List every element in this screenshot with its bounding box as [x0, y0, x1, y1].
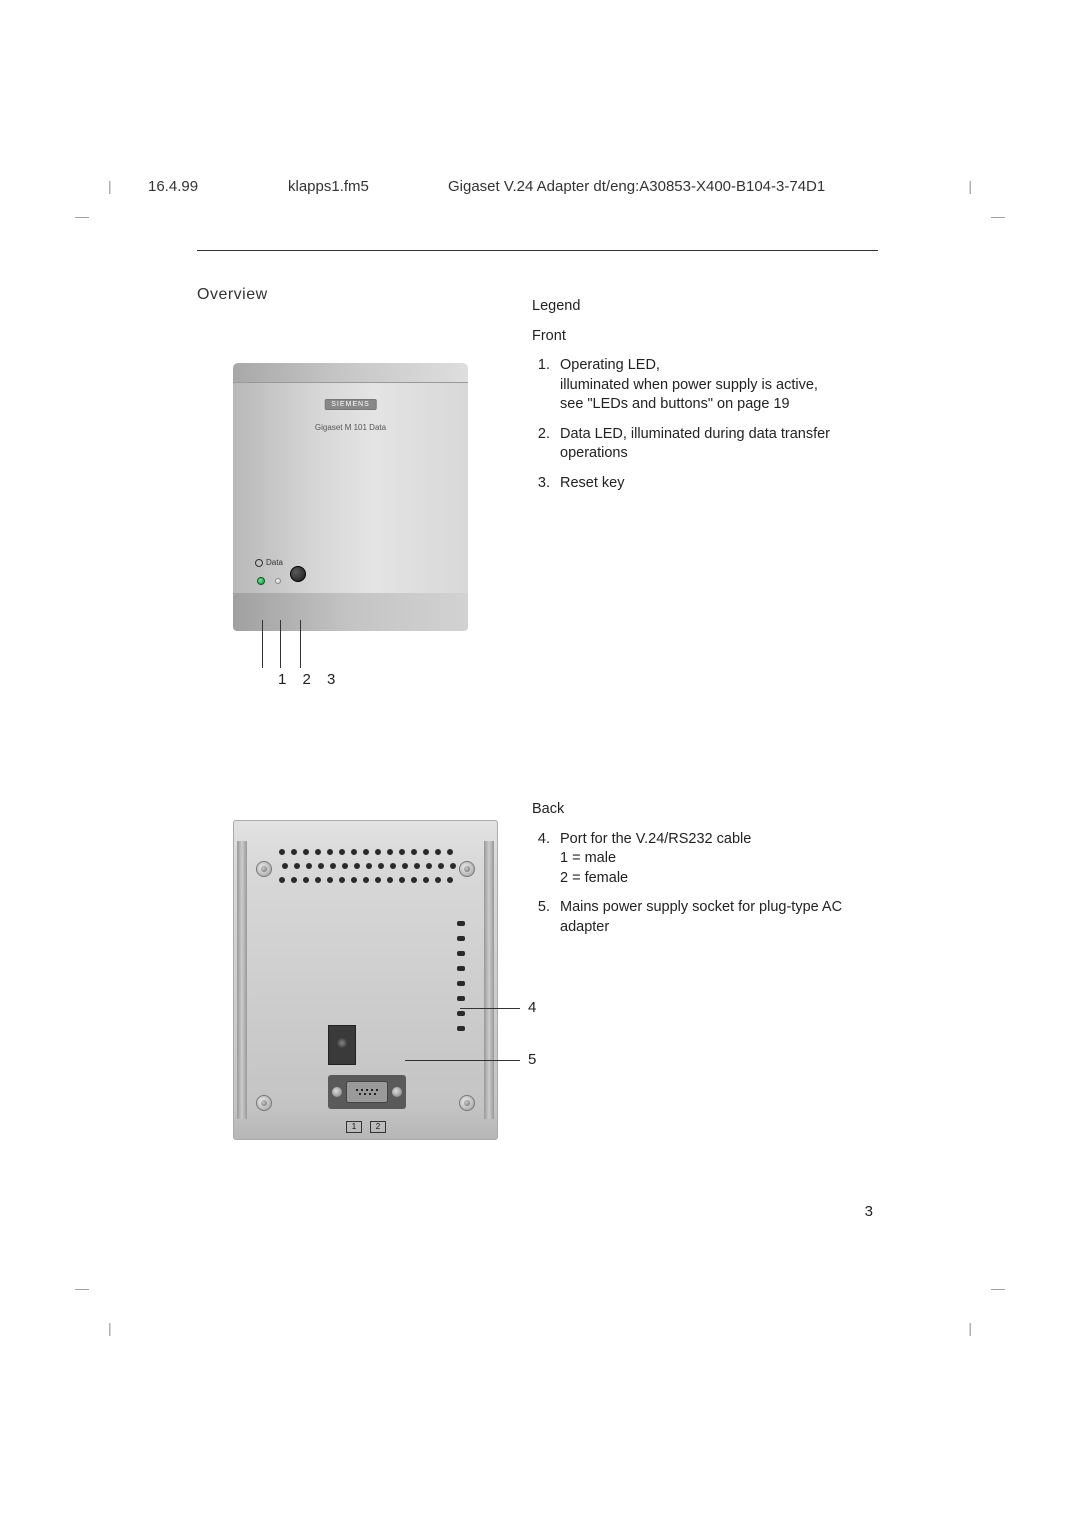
operating-led-icon: [257, 577, 265, 585]
header-date: 16.4.99: [148, 178, 288, 195]
back-list: 4. Port for the V.24/RS232 cable 1 = mal…: [532, 830, 878, 938]
crop-mark-bl: —: [75, 1280, 89, 1296]
back-legend-column: Back 4. Port for the V.24/RS232 cable 1 …: [532, 800, 878, 947]
crop-mark-br: —: [991, 1280, 1005, 1296]
page-header: 16.4.99 klapps1.fm5 Gigaset V.24 Adapter…: [148, 178, 932, 195]
crop-mark-tr: |: [968, 178, 972, 194]
siemens-badge: SIEMENS: [324, 399, 377, 410]
screw-icon: [459, 1095, 475, 1111]
callout-num-5: 5: [528, 1051, 536, 1068]
device-back-illustration: 1 2: [233, 820, 498, 1140]
back-item-4: 4. Port for the V.24/RS232 cable 1 = mal…: [532, 830, 878, 889]
front-item-2: 2. Data LED, illuminated during data tra…: [532, 425, 878, 464]
model-text: Gigaset M 101 Data: [233, 423, 468, 432]
db9-port-icon: [328, 1075, 406, 1109]
crop-mark-bl2: |: [108, 1320, 112, 1336]
screw-icon: [256, 1095, 272, 1111]
callout-line-4: [460, 1008, 520, 1009]
header-rule: [197, 250, 878, 251]
crop-mark-tl: |: [108, 178, 112, 194]
data-led-label: Data: [255, 558, 283, 567]
back-item-5-text: Mains power supply socket for plug-type …: [560, 898, 878, 937]
device-front-illustration: SIEMENS Gigaset M 101 Data Data: [233, 363, 468, 631]
front-item-2-text: Data LED, illuminated during data transf…: [560, 425, 878, 464]
reset-key-icon: [290, 566, 306, 582]
callout-line-5: [405, 1060, 520, 1061]
back-label: Back: [532, 800, 878, 820]
crop-mark-br2: |: [968, 1320, 972, 1336]
back-item-4-text: Port for the V.24/RS232 cable 1 = male 2…: [560, 830, 878, 889]
front-list: 1. Operating LED, illuminated when power…: [532, 356, 878, 493]
legend-column: Legend Front 1. Operating LED, illuminat…: [532, 297, 878, 504]
data-led-icon: [275, 578, 281, 584]
vent-grid: [269, 849, 462, 909]
callout-num-4: 4: [528, 999, 536, 1016]
front-item-1-text: Operating LED, illuminated when power su…: [560, 356, 878, 415]
front-label: Front: [532, 327, 878, 347]
overview-heading: Overview: [197, 286, 268, 304]
back-item-5: 5. Mains power supply socket for plug-ty…: [532, 898, 878, 937]
front-callout-numbers: 1 2 3: [278, 671, 341, 688]
side-slots: [457, 921, 465, 1031]
page-number: 3: [865, 1203, 873, 1220]
front-item-3: 3. Reset key: [532, 474, 878, 494]
legend-title: Legend: [532, 297, 878, 317]
header-title: Gigaset V.24 Adapter dt/eng:A30853-X400-…: [448, 178, 932, 195]
front-item-3-text: Reset key: [560, 474, 878, 494]
crop-mark-tr2: —: [991, 208, 1005, 224]
port-number-labels: 1 2: [328, 1119, 406, 1133]
front-item-1: 1. Operating LED, illuminated when power…: [532, 356, 878, 415]
dc-jack-icon: [328, 1025, 356, 1065]
header-file: klapps1.fm5: [288, 178, 448, 195]
crop-mark-tl2: —: [75, 208, 89, 224]
